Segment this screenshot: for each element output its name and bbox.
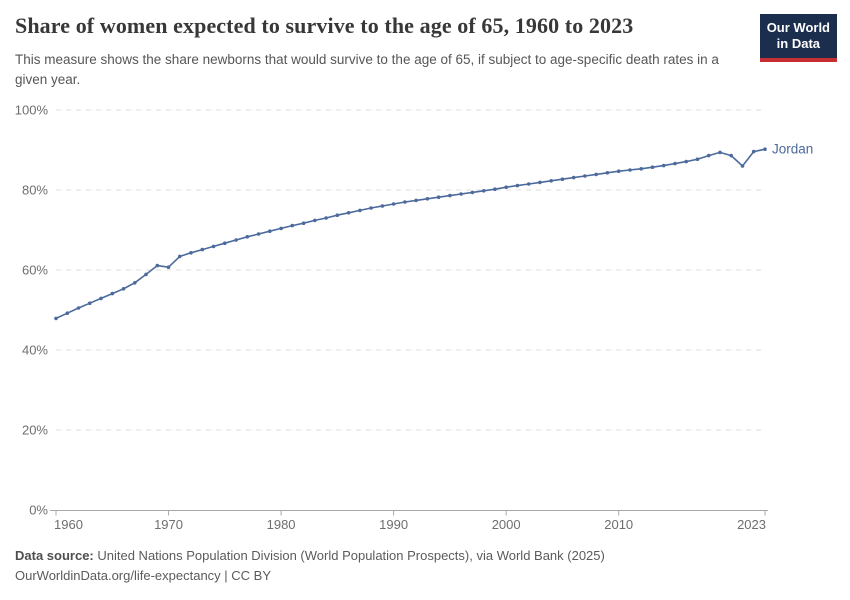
data-source-line: Data source: United Nations Population D… [15,546,835,566]
data-point [616,169,621,173]
data-point [301,221,306,225]
data-point [583,174,587,178]
data-point [436,195,441,199]
series-line [55,148,766,320]
y-tick-label: 60% [22,263,48,278]
chart-footer: Data source: United Nations Population D… [15,546,835,586]
data-point [504,185,509,189]
data-source-label: Data source: [15,548,94,563]
data-point [661,163,666,168]
data-point [346,211,351,215]
data-point [88,301,92,306]
y-tick-label: 80% [22,183,48,198]
data-point [121,287,126,291]
data-point [279,226,283,231]
data-point [751,149,756,154]
data-point [718,150,722,155]
y-tick-label: 40% [22,343,48,358]
data-point [403,200,407,204]
entity-label: Jordan [772,142,813,157]
data-point [605,171,610,175]
data-point [99,296,103,301]
data-point [684,159,688,164]
data-point [234,238,238,242]
data-point [650,165,655,169]
data-source-text: United Nations Population Division (Worl… [93,548,605,563]
data-point [245,235,250,239]
owid-logo-line2: in Data [776,36,821,52]
data-point [560,177,565,181]
chart-subtitle: This measure shows the share newborns th… [15,52,719,88]
data-point [369,206,373,210]
data-point [481,189,486,193]
x-tick-label: 2000 [492,517,521,532]
x-tick-label: 2010 [604,517,633,532]
data-point [76,306,81,310]
data-point [380,204,385,208]
data-point [695,157,700,161]
data-point [706,153,711,158]
data-point [470,190,475,195]
data-point [256,232,261,236]
x-tick-label: 1960 [54,517,83,532]
data-point [594,172,598,177]
data-point [54,316,58,321]
data-point [223,241,227,245]
data-point [639,167,643,171]
data-point [166,265,171,270]
data-point [628,168,632,172]
owid-logo[interactable]: Our World in Data [759,14,837,62]
license-line: OurWorldinData.org/life-expectancy | CC … [15,568,272,584]
data-point [729,153,733,158]
data-point [189,251,193,255]
data-point [65,311,70,316]
data-point [673,161,677,166]
y-tick-label: 20% [22,423,48,438]
data-point [211,244,216,249]
x-tick-label: 1980 [267,517,296,532]
data-point [549,179,553,183]
data-point [335,213,340,217]
data-point [515,183,520,188]
x-tick-label: 2023 [737,517,766,532]
data-point [459,192,463,196]
data-point [358,208,362,213]
data-point [391,202,396,206]
data-point [178,254,182,259]
x-tick-label: 1970 [154,517,183,532]
data-point [268,229,272,233]
data-point [155,263,160,268]
data-point [110,291,115,296]
data-point [740,164,745,168]
owid-logo-line1: Our World [766,20,830,35]
page-title: Share of women expected to survive to th… [15,13,634,38]
data-point [133,281,137,285]
data-point [538,180,542,185]
y-tick-label: 0% [29,503,48,518]
data-point [526,182,531,186]
data-point [571,175,576,180]
data-point [763,147,767,151]
data-point [200,247,205,252]
data-point [290,223,295,228]
data-point [324,216,328,220]
x-tick-label: 1990 [379,517,408,532]
data-point [313,218,317,223]
data-point [448,193,452,198]
data-point [493,187,497,191]
data-point [425,197,430,201]
data-point [144,272,148,277]
data-point [414,198,418,203]
y-tick-label: 100% [15,103,49,118]
